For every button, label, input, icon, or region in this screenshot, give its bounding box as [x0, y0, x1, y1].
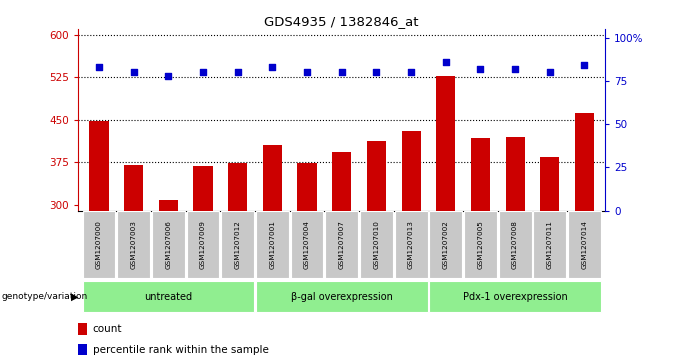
- Bar: [117, 211, 150, 278]
- Text: untreated: untreated: [144, 292, 192, 302]
- Bar: [332, 152, 352, 211]
- Text: GSM1207008: GSM1207008: [512, 220, 518, 269]
- Point: [336, 69, 347, 75]
- Bar: [325, 211, 358, 278]
- Point: [267, 64, 278, 70]
- Bar: [221, 211, 254, 278]
- Text: GSM1207011: GSM1207011: [547, 220, 553, 269]
- Bar: [194, 166, 213, 211]
- Bar: [360, 211, 393, 278]
- Text: GSM1207006: GSM1207006: [165, 220, 171, 269]
- Text: GSM1207014: GSM1207014: [581, 220, 588, 269]
- Point: [233, 69, 243, 75]
- Bar: [533, 211, 566, 278]
- Bar: [429, 281, 601, 312]
- Text: GSM1207003: GSM1207003: [131, 220, 137, 269]
- Point: [405, 69, 416, 75]
- Bar: [78, 344, 88, 355]
- Bar: [82, 211, 116, 278]
- Text: genotype/variation: genotype/variation: [1, 292, 88, 301]
- Bar: [401, 131, 420, 211]
- Point: [544, 69, 555, 75]
- Bar: [263, 145, 282, 211]
- Bar: [228, 163, 248, 211]
- Bar: [152, 211, 185, 278]
- Bar: [464, 211, 497, 278]
- Text: GSM1207007: GSM1207007: [339, 220, 345, 269]
- Point: [94, 64, 105, 70]
- Text: GSM1207005: GSM1207005: [477, 220, 483, 269]
- Bar: [124, 165, 143, 211]
- Bar: [82, 281, 254, 312]
- Point: [163, 73, 174, 79]
- Title: GDS4935 / 1382846_at: GDS4935 / 1382846_at: [265, 15, 419, 28]
- Bar: [540, 157, 559, 211]
- Bar: [471, 138, 490, 211]
- Bar: [186, 211, 220, 278]
- Text: percentile rank within the sample: percentile rank within the sample: [92, 345, 269, 355]
- Text: GSM1207013: GSM1207013: [408, 220, 414, 269]
- Bar: [367, 141, 386, 211]
- Bar: [575, 113, 594, 211]
- Point: [579, 62, 590, 68]
- Text: ▶: ▶: [71, 292, 78, 302]
- Bar: [297, 163, 317, 211]
- Point: [129, 69, 139, 75]
- Bar: [159, 200, 178, 211]
- Bar: [429, 211, 462, 278]
- Text: GSM1207010: GSM1207010: [373, 220, 379, 269]
- Bar: [256, 211, 289, 278]
- Text: GSM1207002: GSM1207002: [443, 220, 449, 269]
- Point: [198, 69, 209, 75]
- Text: GSM1207001: GSM1207001: [269, 220, 275, 269]
- Bar: [290, 211, 324, 278]
- Point: [371, 69, 381, 75]
- Bar: [498, 211, 532, 278]
- Point: [509, 66, 520, 72]
- Bar: [394, 211, 428, 278]
- Text: count: count: [92, 324, 122, 334]
- Text: GSM1207012: GSM1207012: [235, 220, 241, 269]
- Bar: [436, 76, 455, 211]
- Text: GSM1207009: GSM1207009: [200, 220, 206, 269]
- Bar: [90, 122, 109, 211]
- Bar: [505, 137, 524, 211]
- Bar: [256, 281, 428, 312]
- Point: [475, 66, 486, 72]
- Text: GSM1207000: GSM1207000: [96, 220, 102, 269]
- Text: Pdx-1 overexpression: Pdx-1 overexpression: [462, 292, 567, 302]
- Text: GSM1207004: GSM1207004: [304, 220, 310, 269]
- Text: β-gal overexpression: β-gal overexpression: [291, 292, 392, 302]
- Bar: [78, 323, 88, 335]
- Point: [440, 59, 451, 65]
- Point: [302, 69, 313, 75]
- Bar: [568, 211, 601, 278]
